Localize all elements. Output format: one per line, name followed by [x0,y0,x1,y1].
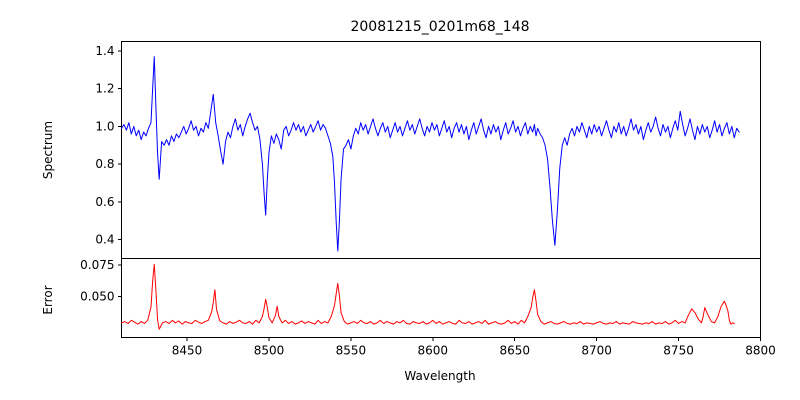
x-tick-6: 8750 [663,344,694,358]
error-y-tick-1: 0.075 [80,258,114,272]
spectrum-panel-frame [121,41,761,259]
error-x-ticks: 8450 8500 8550 8600 8650 8700 8750 8800 [172,337,776,358]
spectrum-y-tick-0: 0.4 [95,233,114,247]
spectrum-y-tick-5: 1.4 [95,44,114,58]
x-tick-7: 8800 [745,344,776,358]
spectrum-data-line [121,56,740,252]
spectrum-panel: 0.4 0.6 0.8 1.0 1.2 1.4 Spectrum [41,41,761,259]
spectrum-axis-label: Spectrum [41,121,55,179]
error-data-line [121,263,735,330]
x-tick-3: 8600 [418,344,449,358]
x-tick-1: 8500 [254,344,285,358]
figure-title: 20081215_0201m68_148 [350,19,529,35]
error-y-ticks: 0.050 0.075 [80,258,122,304]
x-tick-5: 8700 [581,344,612,358]
spectrum-y-tick-2: 0.8 [95,157,114,171]
spectrum-y-ticks: 0.4 0.6 0.8 1.0 1.2 1.4 [95,44,122,247]
error-y-tick-0: 0.050 [80,290,114,304]
spectrum-y-tick-1: 0.6 [95,195,114,209]
x-tick-0: 8450 [172,344,203,358]
wavelength-axis-label: Wavelength [404,369,475,383]
x-tick-2: 8550 [336,344,367,358]
spectrum-y-tick-3: 1.0 [95,119,114,133]
error-panel-frame [121,258,761,338]
x-tick-4: 8650 [499,344,530,358]
error-axis-label: Error [41,285,55,314]
spectrum-y-tick-4: 1.2 [95,82,114,96]
